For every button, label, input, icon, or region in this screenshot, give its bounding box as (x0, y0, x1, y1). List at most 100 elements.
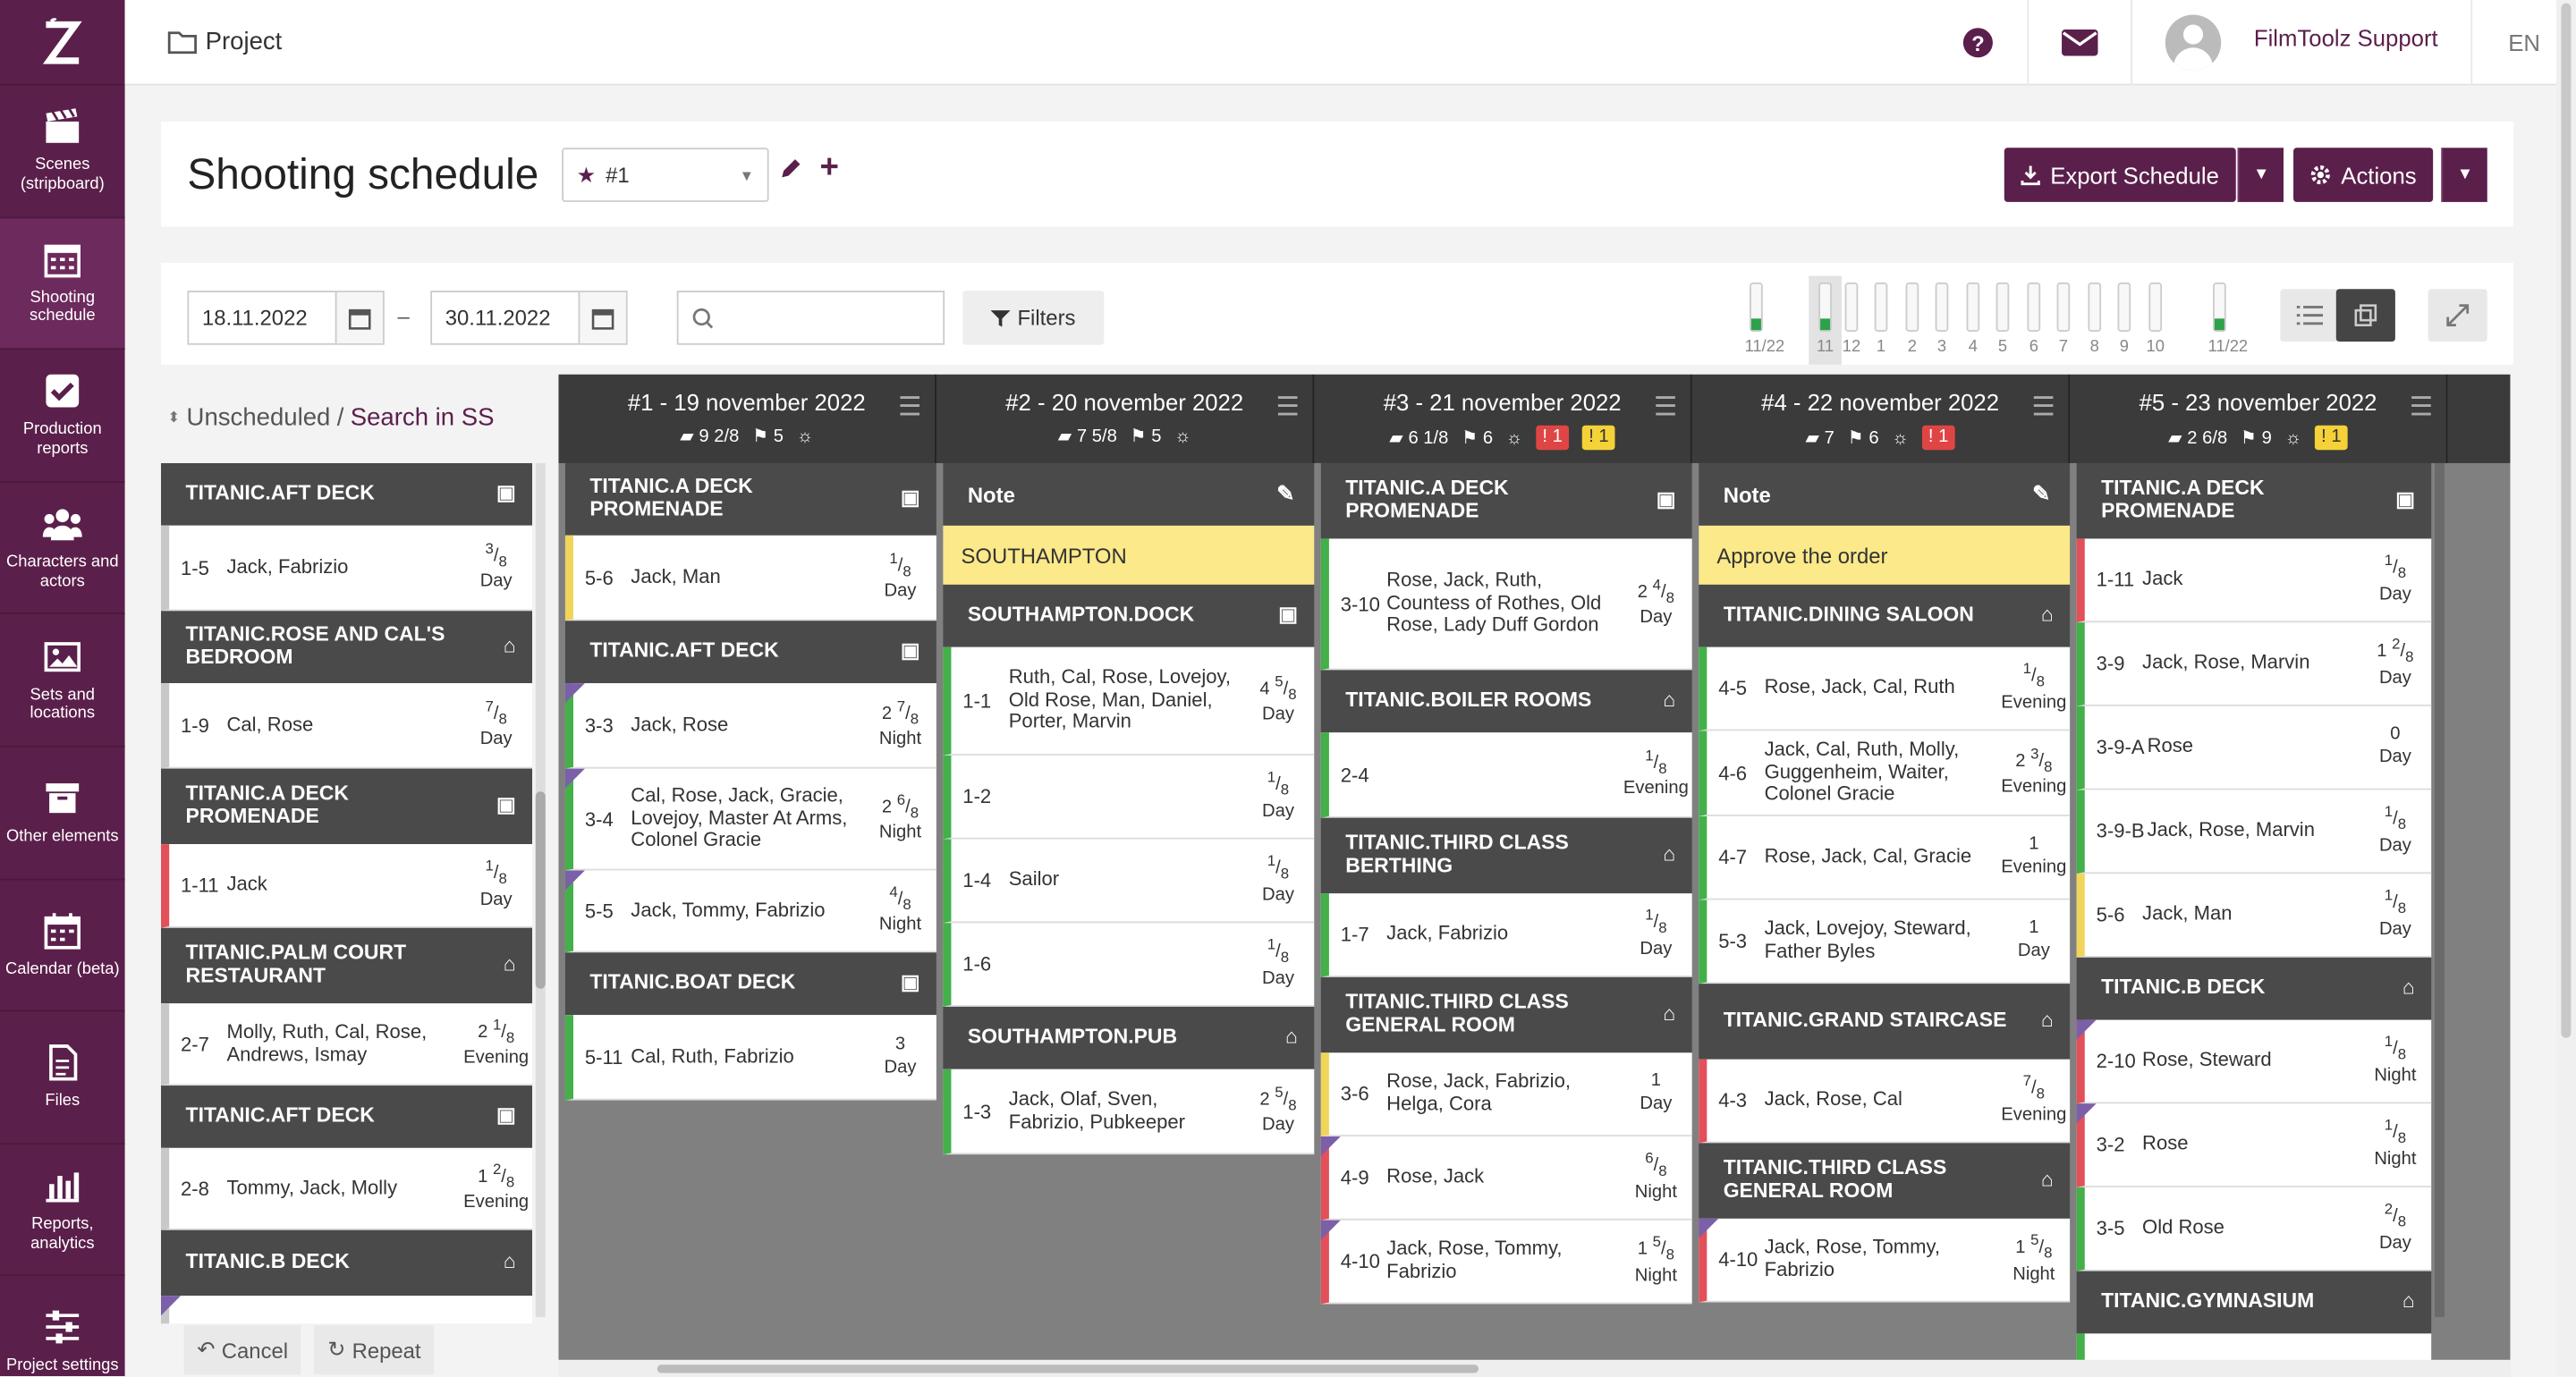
filters-button[interactable]: Filters (962, 291, 1105, 345)
day5-scrollbar[interactable] (2434, 462, 2445, 1318)
sidebar-item-project-settings[interactable]: Project settings (0, 1277, 125, 1376)
mini-day[interactable]: 4 (1962, 276, 1985, 365)
scene-strip[interactable]: 1-5 Jack, Fabrizio 3/8 Day (160, 525, 533, 612)
scene-strip[interactable]: 3-9-A Rose 0 Day (2076, 705, 2432, 790)
scene-strip[interactable]: 2-4 1/8 Evening (1320, 732, 1692, 818)
search-in-ss-link[interactable]: Search in SS (350, 402, 495, 432)
day-header[interactable]: #2 - 20 november 2022 ☰ ▰ 7 5/8 ⚑ 5 ☼ (936, 374, 1315, 463)
scene-strip[interactable]: 3-3 Jack, Rose 2 7/8 Night (564, 683, 936, 769)
set-header[interactable]: TITANIC.DINING SALOON ⌂ (1699, 584, 2071, 647)
mini-day[interactable]: 8 (2083, 276, 2106, 365)
scene-strip[interactable]: 5-6 Jack, Man 1/8 Day (2076, 874, 2432, 958)
export-dropdown-button[interactable]: ▼ (2237, 148, 2284, 202)
scene-strip[interactable]: 1-9 Cal, Rose 7/8 Day (160, 683, 533, 769)
sliders-icon[interactable]: ☰ (898, 393, 922, 423)
scene-strip[interactable]: 1-4 Sailor 1/8 Day (943, 839, 1315, 924)
sliders-icon[interactable]: ☰ (1275, 393, 1300, 423)
note-header[interactable]: Note ✎ (1699, 462, 2071, 526)
mini-day[interactable]: 11 (1809, 275, 1842, 365)
export-schedule-button[interactable]: Export Schedule (2004, 148, 2236, 202)
project-link[interactable]: Project (167, 28, 282, 55)
scene-strip[interactable]: 2-10 Rose, Steward 1/8 Night (2076, 1019, 2432, 1104)
scene-strip[interactable]: 3-6 Rose, Jack, Fabrizio, Helga, Cora 1 Day (1320, 1052, 1692, 1136)
mini-day[interactable]: 9 (2113, 276, 2136, 365)
mini-day[interactable]: 12 (1840, 276, 1863, 365)
set-header[interactable]: TITANIC.A DECK PROMENADE ▣ (1320, 462, 1692, 539)
actions-dropdown-button[interactable]: ▼ (2441, 148, 2487, 202)
set-header[interactable]: TITANIC.PALM COURT RESTAURANT ⌂ (160, 927, 533, 1004)
scene-strip[interactable]: 4-6 Jack, Cal, Ruth, Molly, Guggenheim, W… (1699, 731, 2071, 816)
add-schedule-button[interactable]: + (819, 149, 839, 186)
mini-day[interactable]: 1 (1869, 276, 1893, 365)
messages-button[interactable] (2027, 0, 2131, 85)
scene-strip[interactable]: 1-7 Jack, Fabrizio 1/8 Day (1320, 893, 1692, 977)
unscheduled-title[interactable]: Unscheduled (186, 402, 331, 432)
help-button[interactable]: ? (1928, 0, 2027, 85)
list-view-button[interactable] (2280, 289, 2340, 342)
set-header[interactable]: TITANIC.THIRD CLASS GENERAL ROOM ⌂ (1699, 1143, 2071, 1219)
mini-day[interactable]: 3 (1930, 276, 1953, 365)
sidebar-item-sets[interactable]: Sets and locations (0, 615, 125, 748)
mini-day[interactable]: 5 (1991, 276, 2014, 365)
day-header[interactable]: #4 - 22 november 2022 ☰ ▰ 7 ⚑ 6 ☼ ! 1 (1691, 374, 2071, 463)
edit-note-icon[interactable]: ✎ (1276, 481, 1295, 506)
set-header[interactable]: TITANIC.A DECK PROMENADE ▣ (160, 768, 533, 845)
scene-strip[interactable]: 3-4 Cal, Rose, Jack, Gracie, Lovejoy, Mas… (564, 768, 936, 871)
language-switch[interactable]: EN (2470, 0, 2576, 85)
sidebar-item-calendar[interactable]: Calendar (beta) (0, 880, 125, 1012)
mini-day[interactable]: 6 (2022, 276, 2046, 365)
set-header[interactable]: TITANIC.THIRD CLASS BERTHING ⌂ (1320, 817, 1692, 894)
sidebar-item-scenes[interactable]: Scenes (stripboard) (0, 86, 125, 218)
sidebar-item-characters[interactable]: Characters and actors (0, 483, 125, 615)
day-header[interactable]: #1 - 19 november 2022 ☰ ▰ 9 2/8 ⚑ 5 ☼ (558, 374, 936, 463)
sidebar-item-shooting-schedule[interactable]: Shooting schedule (0, 217, 125, 351)
set-header[interactable]: TITANIC.GRAND STAIRCASE ⌂ (1699, 984, 2071, 1060)
scene-strip[interactable]: 4-10 Jack, Rose, Tommy, Fabrizio 1 5/8 Nigh… (1699, 1218, 2071, 1303)
sidebar-item-production-reports[interactable]: Production reports (0, 351, 125, 483)
page-scrollbar[interactable] (2555, 0, 2576, 1377)
horizontal-scrollbar[interactable] (558, 1359, 2511, 1377)
mini-day[interactable]: 10 (2144, 276, 2167, 365)
schedule-select[interactable]: ★ #1 ▼ (562, 148, 769, 202)
scene-strip[interactable]: 3-9 Jack, Rose, Marvin 1 2/8 Day (2076, 622, 2432, 706)
cancel-button[interactable]: ↶ Cancel (183, 1325, 301, 1375)
sliders-icon[interactable]: ☰ (2409, 393, 2434, 423)
search-input[interactable] (676, 291, 945, 345)
scene-strip[interactable]: 3-10 Rose, Jack, Ruth, Countess of Rothes… (1320, 538, 1692, 671)
scene-strip[interactable]: 1-11 Jack 1/8 Day (160, 844, 533, 928)
scene-strip[interactable]: 5-11 Cal, Ruth, Fabrizio 3 Day (564, 1015, 936, 1101)
set-header[interactable]: TITANIC.AFT DECK ▣ (564, 621, 936, 684)
app-logo[interactable] (0, 0, 125, 86)
scene-strip[interactable]: 1-1 Ruth, Cal, Rose, Lovejoy, Old Rose, M… (943, 646, 1315, 756)
scene-strip[interactable]: 3-9-B Jack, Rose, Marvin 1/8 Day (2076, 790, 2432, 874)
scene-strip[interactable]: 1-2 1/8 Day (943, 755, 1315, 840)
scene-strip[interactable]: 3-2 Rose 1/8 Night (2076, 1103, 2432, 1187)
scene-strip[interactable]: 2-8 Tommy, Jack, Molly 1 2/8 Evening (160, 1147, 533, 1230)
edit-schedule-button[interactable] (779, 157, 802, 187)
user-menu[interactable]: FilmToolz Support (2131, 0, 2470, 85)
scene-strip[interactable]: 1-3 Jack, Olaf, Sven, Fabrizio, Pubkeeper… (943, 1069, 1315, 1155)
scene-strip[interactable]: 1-11 Jack 1/8 Day (2076, 538, 2432, 623)
set-header[interactable]: TITANIC.B DECK ⌂ (2076, 957, 2432, 1020)
day-header[interactable]: #5 - 23 november 2022 ☰ ▰ 2 6/8 ⚑ 9 ☼ ! 1 (2070, 374, 2448, 463)
unscheduled-scrollbar[interactable] (535, 462, 546, 1318)
set-header[interactable]: TITANIC.ROSE AND CAL'S BEDROOM ⌂ (160, 611, 533, 684)
set-header[interactable]: TITANIC.AFT DECK ▣ (160, 1086, 533, 1148)
board-view-button[interactable] (2335, 289, 2395, 342)
set-header[interactable]: TITANIC.BOAT DECK ▣ (564, 952, 936, 1016)
mini-day[interactable]: 2 (1901, 276, 1924, 365)
set-header[interactable]: TITANIC.THIRD CLASS GENERAL ROOM ⌂ (1320, 976, 1692, 1053)
set-header[interactable]: TITANIC.A DECK PROMENADE ▣ (2076, 462, 2432, 539)
scene-strip[interactable]: 3-5 Old Rose 2/8 Day (2076, 1187, 2432, 1271)
scene-strip[interactable]: 4-3 Jack, Rose, Cal 7/8 Evening (1699, 1059, 2071, 1144)
set-header[interactable]: TITANIC.GYMNASIUM ⌂ (2076, 1271, 2432, 1334)
sidebar-item-files[interactable]: Files (0, 1012, 125, 1145)
set-header[interactable]: TITANIC.BOILER ROOMS ⌂ (1320, 670, 1692, 733)
day-header[interactable]: #3 - 21 november 2022 ☰ ▰ 6 1/8 ⚑ 6 ☼ ! 1 ! 1 (1314, 374, 1692, 463)
mini-day[interactable]: 11/22 (2208, 276, 2248, 365)
sliders-icon[interactable]: ☰ (2031, 393, 2055, 423)
set-header[interactable]: TITANIC.AFT DECK ▣ (160, 462, 533, 526)
scene-strip[interactable]: 5-5 Jack, Tommy, Fabrizio 4/8 Night (564, 870, 936, 953)
set-header[interactable]: SOUTHAMPTON.DOCK ▣ (943, 584, 1315, 647)
scene-strip[interactable]: 5-3 Jack, Lovejoy, Steward, Father Byles 1… (1699, 900, 2071, 984)
